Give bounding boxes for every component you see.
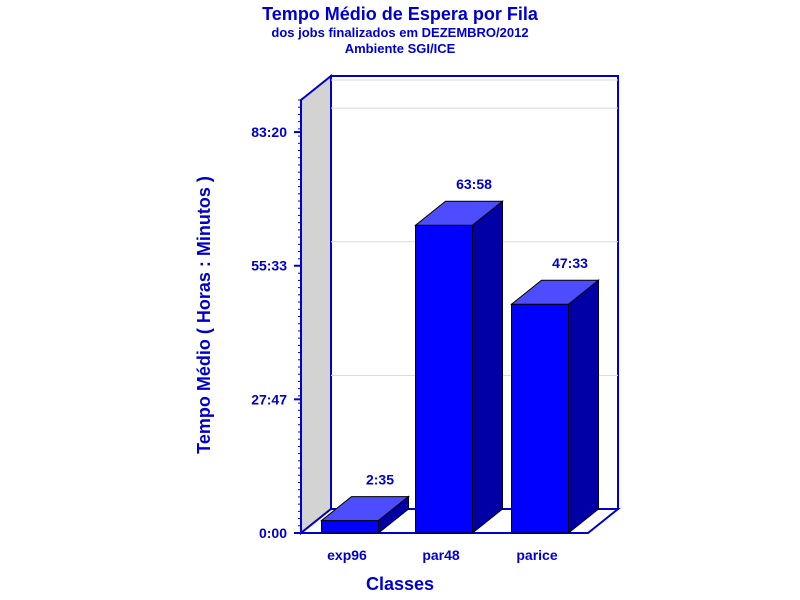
- bar-side: [378, 495, 409, 535]
- bar-side: [568, 279, 599, 535]
- x-tick-label: par48: [422, 547, 460, 563]
- bar-value-label: 47:33: [552, 255, 588, 271]
- bar-front: [511, 303, 569, 534]
- bar: 2:35 exp96: [320, 472, 410, 563]
- x-tick-label: parice: [516, 547, 557, 563]
- bar: 63:58 par48: [414, 176, 504, 563]
- bar-value-label: 2:35: [366, 472, 394, 488]
- y-axis-ticks: 0:00 27:47 55:33 83:20: [251, 99, 301, 541]
- bar: 47:33 parice: [510, 255, 600, 563]
- bar-front: [415, 224, 473, 534]
- x-axis-title: Classes: [366, 574, 434, 594]
- chart-subtitle-line-2: Ambiente SGI/ICE: [345, 41, 456, 56]
- y-axis-title: Tempo Médio ( Horas : Minutos ): [194, 176, 214, 454]
- y-tick-label: 55:33: [251, 258, 287, 274]
- chart-title: Tempo Médio de Espera por Fila: [262, 4, 539, 24]
- y-tick-label: 0:00: [259, 525, 287, 541]
- y-tick-label: 27:47: [251, 391, 287, 407]
- y-tick-label: 83:20: [251, 124, 287, 140]
- bar-front: [321, 520, 379, 534]
- bar-value-label: 63:58: [456, 176, 492, 192]
- bars: 2:35 exp96 63:58 par48 47:33 parice: [320, 176, 600, 563]
- x-tick-label: exp96: [327, 547, 367, 563]
- bar-side: [472, 200, 503, 535]
- chart-subtitle-line-1: dos jobs finalizados em DEZEMBRO/2012: [271, 25, 528, 40]
- side-wall: [300, 73, 332, 536]
